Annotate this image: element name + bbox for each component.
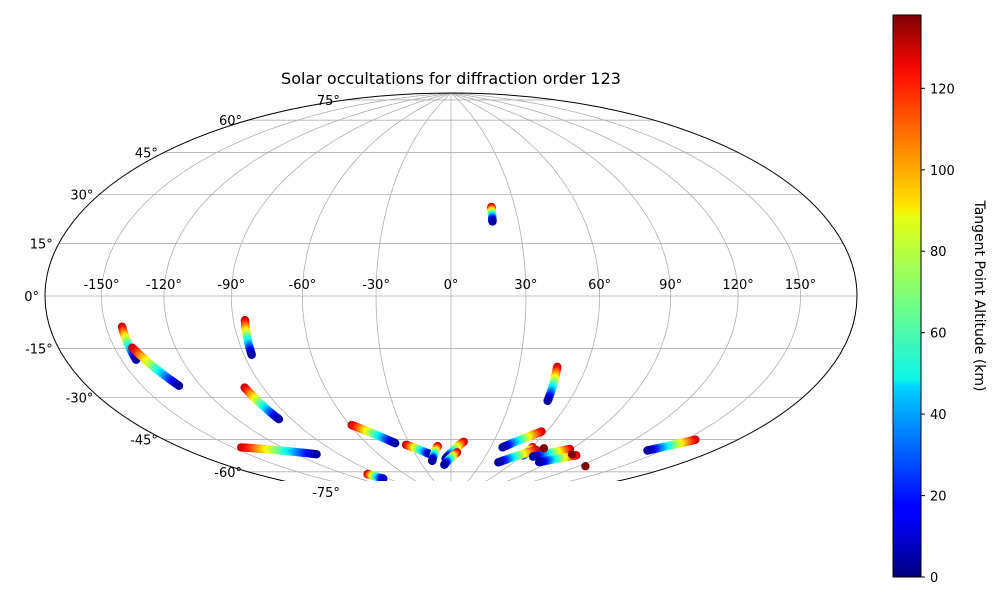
occultation-point: [498, 443, 507, 452]
lon-tick-label: 150°: [785, 278, 816, 293]
meridian-line: [375, 92, 452, 481]
meridian-line: [450, 92, 601, 481]
lat-tick-label: -60°: [214, 466, 242, 481]
occultation-point: [312, 450, 321, 459]
occultation-point: [488, 217, 497, 226]
lon-tick-label: -90°: [217, 278, 245, 293]
graticule: [45, 92, 857, 481]
occultation-point: [528, 452, 538, 461]
lat-tick-label: -15°: [25, 343, 53, 358]
meridian-line: [230, 92, 452, 481]
latitude-tick-labels: 75° 60° 45° 30° 15° 0° -15° -30° -45° -60° -75°: [24, 94, 340, 501]
map-frame: [44, 92, 858, 481]
lon-tick-label: 90°: [659, 278, 682, 293]
lat-tick-label: 0°: [24, 290, 39, 305]
occultation-point: [428, 456, 437, 466]
meridian-line: [450, 92, 527, 481]
meridian-line: [101, 92, 452, 481]
lat-tick-label: 60°: [219, 114, 242, 129]
lat-tick-label: 75°: [317, 94, 340, 109]
colorbar: 0 20 40 60 80 100 120 Tangent Point Altitude (…: [892, 14, 987, 586]
longitude-tick-labels: -150° -120° -90° -60° -30° 0° 30° 60° 90° 120° 150…: [83, 278, 816, 293]
occultation-point: [643, 446, 652, 455]
lon-tick-label: -150°: [83, 278, 119, 293]
colorbar-gradient: [892, 14, 922, 578]
meridian-line: [450, 92, 672, 481]
meridian-line: [450, 92, 801, 481]
lat-tick-label: 15°: [30, 238, 53, 253]
occultation-point: [174, 381, 184, 390]
lon-tick-label: -30°: [362, 278, 390, 293]
lon-tick-label: 0°: [444, 278, 459, 293]
occultation-point: [440, 460, 449, 469]
occultation-point: [494, 458, 503, 467]
occultation-point: [581, 461, 590, 471]
map-boundary: [44, 92, 858, 481]
colorbar-ticks: 0 20 40 60 80 100 120: [921, 82, 955, 586]
colorbar-label: Tangent Point Altitude (km): [971, 199, 987, 391]
meridian-line: [301, 92, 452, 481]
occultation-point: [567, 450, 577, 459]
lat-tick-label: -75°: [312, 486, 340, 501]
colorbar-tick-label: 120: [930, 82, 955, 97]
colorbar-tick-label: 40: [930, 408, 947, 423]
lon-tick-label: 60°: [588, 278, 611, 293]
occultation-point: [534, 457, 544, 467]
colorbar-tick-label: 60: [930, 327, 947, 342]
occultation-point: [543, 396, 552, 406]
occultation-point: [391, 438, 400, 448]
lon-tick-label: 30°: [514, 278, 537, 293]
chart-title: Solar occultations for diffraction order…: [281, 69, 621, 88]
meridian-line: [450, 92, 739, 481]
occultation-point: [379, 474, 388, 481]
lon-tick-label: 120°: [722, 278, 753, 293]
occultation-point: [274, 415, 284, 424]
lat-tick-label: 45°: [135, 147, 158, 162]
data-points: [117, 202, 700, 481]
lon-tick-label: -120°: [146, 278, 182, 293]
lon-tick-label: -60°: [289, 278, 317, 293]
occultation-point: [539, 444, 549, 453]
lat-tick-label: -45°: [130, 434, 158, 449]
colorbar-tick-label: 100: [930, 164, 955, 179]
colorbar-tick-label: 20: [930, 490, 947, 505]
lat-tick-label: 30°: [70, 189, 93, 204]
lat-tick-label: -30°: [66, 392, 94, 407]
colorbar-tick-label: 0: [930, 571, 938, 586]
occultation-point: [247, 350, 256, 359]
colorbar-tick-label: 80: [930, 245, 947, 260]
